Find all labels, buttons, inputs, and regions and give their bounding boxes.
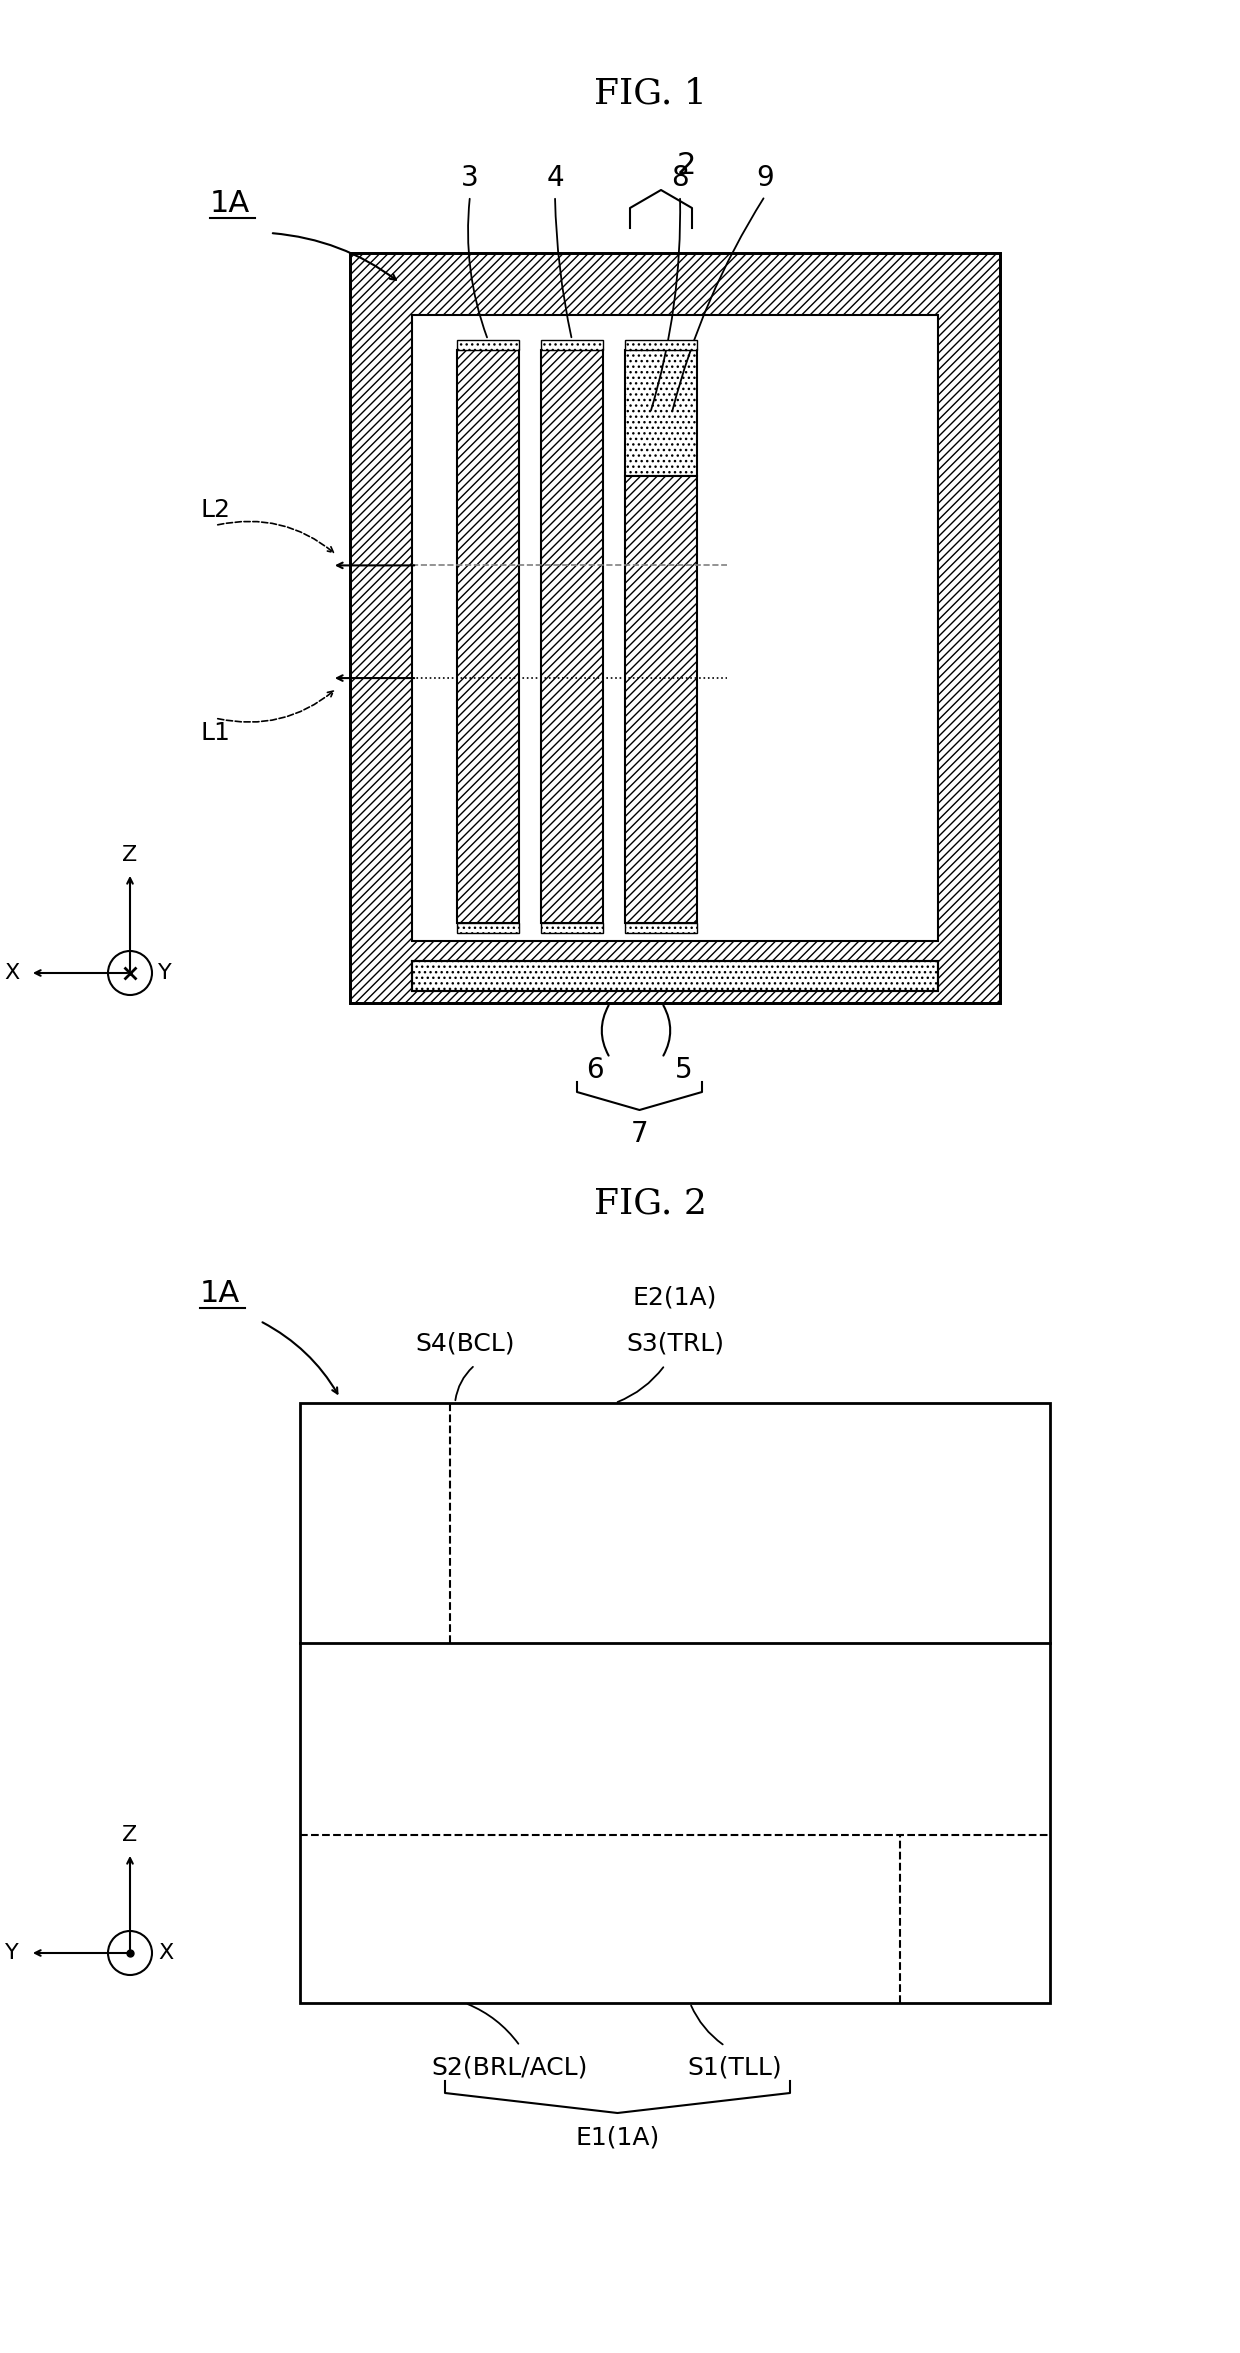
Text: FIG. 1: FIG. 1	[594, 75, 707, 111]
Bar	[412, 315, 937, 941]
Text: X: X	[157, 1944, 174, 1962]
Bar	[625, 339, 697, 351]
Text: Y: Y	[5, 1944, 19, 1962]
Text: 7: 7	[631, 1120, 649, 1148]
Text: S4(BCL): S4(BCL)	[415, 1332, 515, 1355]
Bar	[541, 339, 603, 351]
Bar	[458, 922, 520, 934]
Text: L1: L1	[200, 720, 229, 746]
Bar	[412, 315, 937, 941]
Text: 5: 5	[676, 1056, 693, 1085]
Text: S2(BRL/ACL): S2(BRL/ACL)	[432, 2057, 588, 2080]
Text: S3(TRL): S3(TRL)	[626, 1332, 724, 1355]
Text: 6: 6	[587, 1056, 604, 1085]
Text: E1(1A): E1(1A)	[575, 2127, 660, 2151]
Text: Z: Z	[123, 845, 138, 866]
Bar	[625, 475, 697, 922]
Bar	[625, 351, 697, 475]
Bar	[350, 254, 999, 1002]
Text: S1(TLL): S1(TLL)	[688, 2057, 782, 2080]
Text: 3: 3	[461, 165, 479, 193]
Text: 1A: 1A	[210, 188, 250, 216]
Text: Z: Z	[123, 1826, 138, 1845]
Text: 2: 2	[676, 151, 696, 181]
Text: E2(1A): E2(1A)	[632, 1287, 717, 1311]
Bar	[412, 960, 937, 991]
Bar	[458, 339, 520, 351]
Text: 4: 4	[546, 165, 564, 193]
Text: FIG. 2: FIG. 2	[594, 1186, 707, 1219]
Text: 9: 9	[756, 165, 774, 193]
Text: Y: Y	[157, 962, 172, 984]
Text: 1A: 1A	[200, 1278, 241, 1308]
Text: 8: 8	[671, 165, 688, 193]
Bar	[412, 960, 937, 991]
Text: L2: L2	[200, 499, 229, 522]
Text: X: X	[5, 962, 20, 984]
Bar	[300, 1402, 1050, 2002]
Bar	[350, 254, 999, 1002]
Bar	[541, 351, 603, 922]
Bar	[458, 351, 520, 922]
Bar	[625, 922, 697, 934]
Bar	[541, 922, 603, 934]
